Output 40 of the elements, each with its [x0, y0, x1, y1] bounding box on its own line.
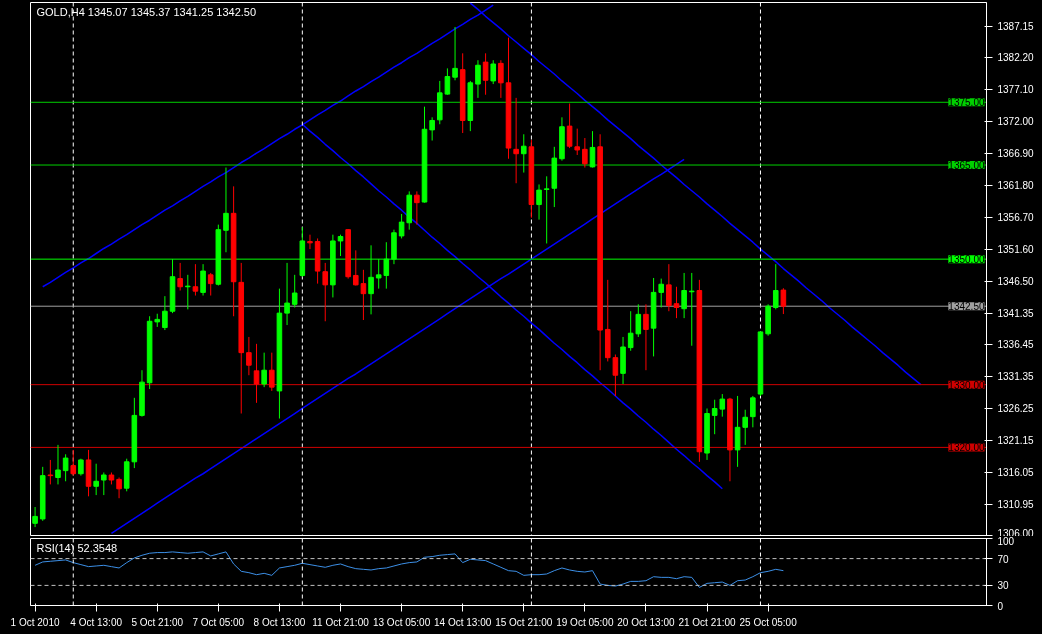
- y-tick-label: 1387.15: [997, 21, 1035, 33]
- y-tick-label: 1326.25: [997, 403, 1035, 415]
- x-tick-label: 5 Oct 21:00: [131, 616, 184, 628]
- x-tick-label: 7 Oct 05:00: [192, 616, 245, 628]
- y-tick-label: 30: [997, 580, 1010, 592]
- x-tick-label: 15 Oct 21:00: [495, 616, 553, 628]
- x-tick-label: 25 Oct 05:00: [739, 616, 798, 628]
- x-tick-label: 21 Oct 21:00: [678, 616, 737, 628]
- x-tick-label: 11 Oct 21:00: [312, 616, 370, 628]
- x-tick-label: 14 Oct 13:00: [434, 616, 492, 628]
- ref-line-label: 1365.00: [948, 160, 985, 172]
- x-tick-label: 1 Oct 2010: [10, 616, 60, 628]
- ref-line-label: 1330.00: [948, 379, 985, 391]
- x-tick-label: 20 Oct 13:00: [617, 616, 676, 628]
- y-tick-label: 1361.80: [997, 180, 1035, 192]
- x-tick-label: 4 Oct 13:00: [70, 616, 123, 628]
- ref-line-label: 1342.50: [948, 301, 985, 313]
- chart-title: RSI(14) 52.3548: [36, 541, 118, 554]
- y-tick-label: 1331.35: [997, 371, 1035, 383]
- ref-line-label: 1375.00: [948, 97, 985, 109]
- y-tick-label: 1316.05: [997, 467, 1035, 479]
- y-tick-label: 1366.90: [997, 148, 1035, 160]
- y-tick-label: 1356.70: [997, 212, 1035, 224]
- x-tick-label: 19 Oct 05:00: [556, 616, 614, 628]
- y-tick-label: 1336.45: [997, 339, 1035, 351]
- y-tick-label: 1310.95: [997, 499, 1035, 511]
- y-tick-label: 1346.50: [997, 276, 1035, 288]
- chart-title: GOLD,H4 1345.07 1345.37 1341.25 1342.50: [36, 5, 257, 18]
- y-tick-label: 1372.00: [997, 116, 1035, 128]
- x-tick-label: 8 Oct 13:00: [253, 616, 306, 628]
- y-tick-label: 1382.20: [997, 52, 1035, 64]
- y-tick-label: 70: [997, 553, 1010, 565]
- y-tick-label: 0: [997, 600, 1004, 612]
- y-tick-label: 1351.60: [997, 244, 1035, 256]
- y-tick-label: 1377.10: [997, 84, 1035, 96]
- y-tick-label: 1321.15: [997, 435, 1035, 447]
- ref-line-label: 1320.00: [948, 442, 985, 454]
- x-tick-label: 13 Oct 05:00: [372, 616, 431, 628]
- ref-line-label: 1350.00: [948, 254, 985, 266]
- y-tick-label: 1341.35: [997, 308, 1035, 320]
